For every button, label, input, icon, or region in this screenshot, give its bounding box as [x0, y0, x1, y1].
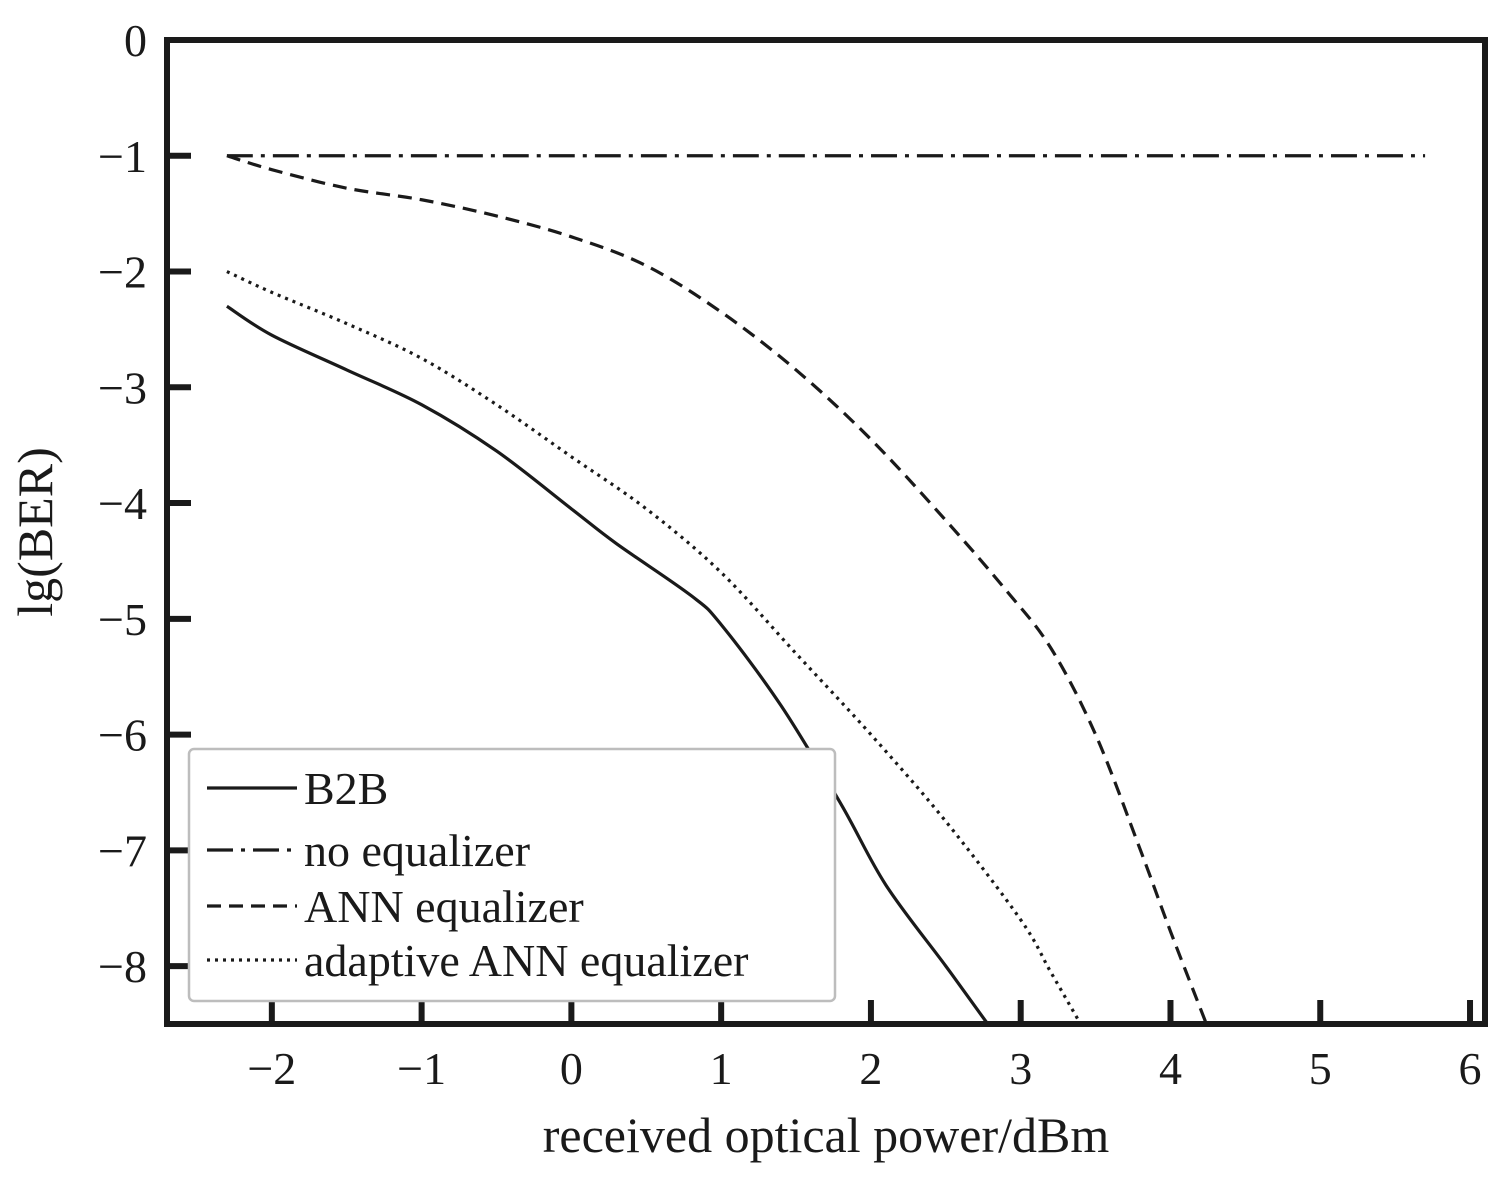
y-tick-label: −6	[98, 710, 147, 761]
series-line-3	[226, 154, 1208, 1024]
series-line-4	[226, 270, 1082, 1024]
y-tick-label: −3	[98, 362, 147, 413]
legend-box	[187, 747, 837, 1003]
x-tick-label: 6	[1459, 1043, 1482, 1094]
legend-label-2: no equalizer	[304, 825, 530, 876]
legend-label-4: adaptive ANN equalizer	[304, 935, 748, 986]
y-tick-label: −7	[98, 825, 147, 876]
y-tick-label: −2	[98, 247, 147, 298]
legend-label-3: ANN equalizer	[304, 881, 584, 932]
tick-labels: −2 −1 0 1 2 3 4 5 6 0 −1 −2 −3 −4 −5 −6 −7 −8	[98, 15, 1481, 1094]
series-layer	[226, 154, 1426, 1024]
y-tick-label: −5	[98, 594, 147, 645]
x-tick-label: 1	[710, 1043, 733, 1094]
x-tick-label: 5	[1309, 1043, 1332, 1094]
x-tick-label: 4	[1159, 1043, 1182, 1094]
series-line-1	[226, 304, 990, 1024]
y-tick-label: −8	[98, 941, 147, 992]
legend-label-1: B2B	[304, 763, 388, 814]
x-tick-label: 3	[1009, 1043, 1032, 1094]
plot-frame	[164, 37, 1488, 1027]
y-tick-label: −4	[98, 478, 147, 529]
x-tick-label: 2	[859, 1043, 882, 1094]
y-tick-label: 0	[124, 15, 147, 66]
x-tick-label: 0	[560, 1043, 583, 1094]
x-tick-label: −1	[397, 1043, 446, 1094]
y-tick-label: −1	[98, 131, 147, 182]
x-tick-label: −2	[247, 1043, 296, 1094]
y-axis-title: lg(BER)	[7, 447, 63, 616]
x-axis-title: received optical power/dBm	[543, 1107, 1110, 1163]
